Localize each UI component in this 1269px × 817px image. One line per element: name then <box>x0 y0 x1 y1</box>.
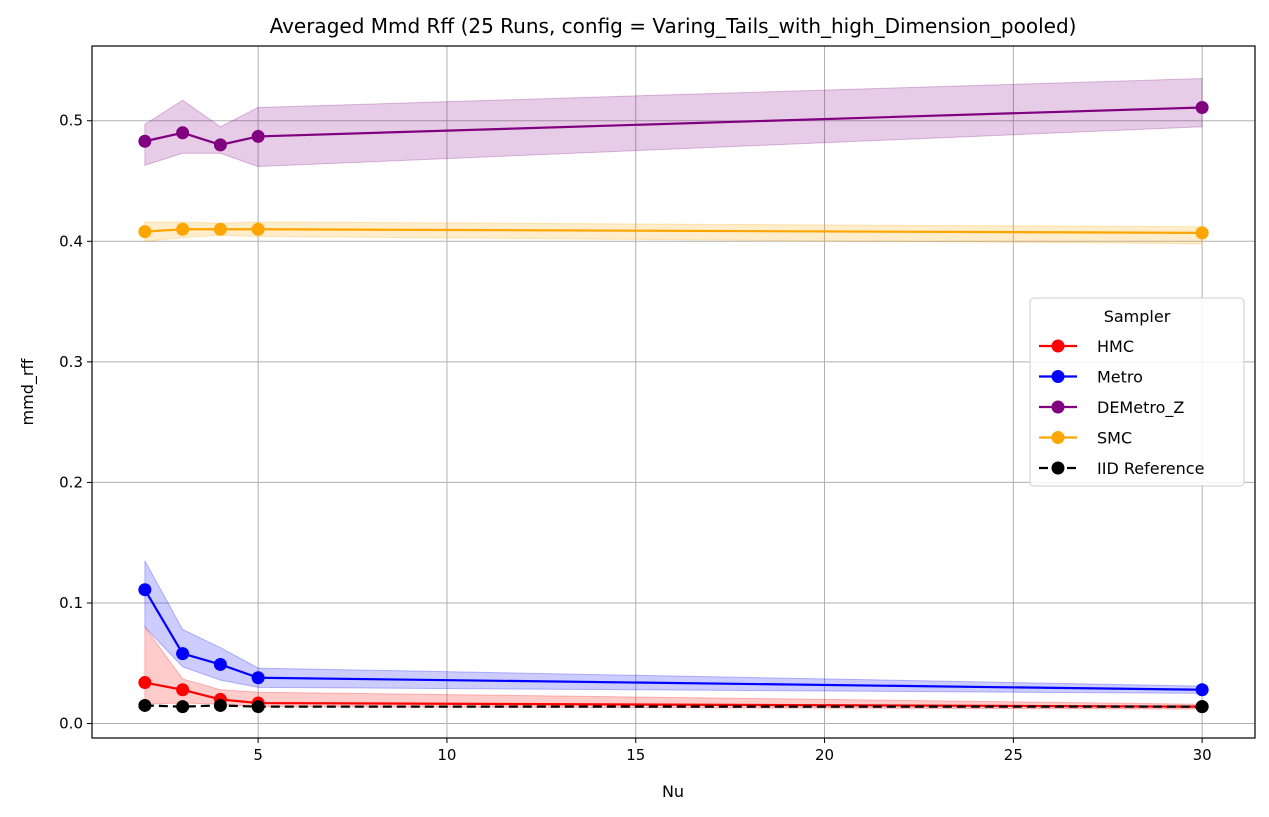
legend-title: Sampler <box>1104 307 1171 326</box>
x-tick-label: 20 <box>815 746 834 764</box>
hmc-point <box>176 683 190 697</box>
legend-entry-hmc: HMC <box>1039 337 1134 356</box>
smc-point <box>213 222 227 236</box>
legend: Sampler HMC Metro DEMetro_Z SMC IID Referenc… <box>1029 297 1245 487</box>
legend-marker-smc <box>1051 431 1065 444</box>
legend-marker-metro <box>1051 370 1065 383</box>
legend-entry-metro: Metro <box>1039 368 1143 387</box>
smc-band <box>144 221 1203 245</box>
legend-label-demetro-z: DEMetro_Z <box>1097 398 1184 418</box>
x-tick-label: 25 <box>1004 746 1023 764</box>
demetro-z-point <box>138 134 152 148</box>
y-tick-label: 0.4 <box>59 232 83 250</box>
iid-reference-point <box>138 698 152 712</box>
smc-point <box>176 222 190 236</box>
legend-label-hmc: HMC <box>1097 337 1134 356</box>
metro-point <box>176 647 190 661</box>
iid-reference-point <box>251 700 265 714</box>
legend-entries: HMC Metro DEMetro_Z SMC IID Reference <box>1039 337 1204 478</box>
y-tick-label: 0.1 <box>59 594 83 612</box>
y-axis-label: mmd_rff <box>18 358 38 426</box>
y-tick-label: 0.3 <box>59 353 83 371</box>
smc-point <box>251 222 265 236</box>
hmc-point <box>138 676 152 690</box>
demetro-z-point <box>176 126 190 140</box>
legend-marker-iid-reference <box>1051 461 1065 475</box>
chart-title: Averaged Mmd Rff (25 Runs, config = Vari… <box>270 14 1077 38</box>
x-axis-label: Nu <box>662 782 684 801</box>
legend-label-iid-reference: IID Reference <box>1097 459 1204 478</box>
x-tick-label: 10 <box>437 746 456 764</box>
axis-ticks: 5 10 15 20 25 30 0.0 0.1 0.2 0.3 0.4 0.5 <box>59 112 1212 764</box>
demetro-z-point <box>1195 100 1209 114</box>
smc-point <box>138 225 152 239</box>
metro-point <box>251 671 265 685</box>
iid-reference-point <box>176 700 190 714</box>
iid-reference-point <box>1195 700 1209 714</box>
x-tick-label: 15 <box>626 746 645 764</box>
legend-label-smc: SMC <box>1097 429 1132 448</box>
y-tick-label: 0.5 <box>59 112 83 130</box>
smc-point <box>1195 226 1209 240</box>
metro-point <box>1195 683 1209 697</box>
x-tick-label: 30 <box>1193 746 1212 764</box>
confidence-bands <box>144 78 1203 710</box>
legend-entry-smc: SMC <box>1039 429 1132 448</box>
y-tick-label: 0.2 <box>59 473 83 491</box>
legend-marker-demetro-z <box>1051 400 1065 414</box>
legend-label-metro: Metro <box>1097 368 1143 387</box>
plot-frame <box>91 45 1256 739</box>
legend-entry-iid-reference: IID Reference <box>1039 459 1204 478</box>
y-tick-label: 0.0 <box>59 715 83 733</box>
metro-point <box>138 583 152 597</box>
legend-box <box>1029 297 1245 487</box>
legend-entry-demetro-z: DEMetro_Z <box>1039 398 1184 418</box>
series-points <box>138 100 1209 714</box>
x-tick-label: 5 <box>253 746 263 764</box>
iid-reference-point <box>213 698 227 712</box>
metro-point <box>213 657 227 671</box>
legend-marker-hmc <box>1051 339 1065 353</box>
demetro-z-point <box>213 138 227 152</box>
demetro-z-point <box>251 129 265 143</box>
demetro-z-band <box>144 78 1203 168</box>
